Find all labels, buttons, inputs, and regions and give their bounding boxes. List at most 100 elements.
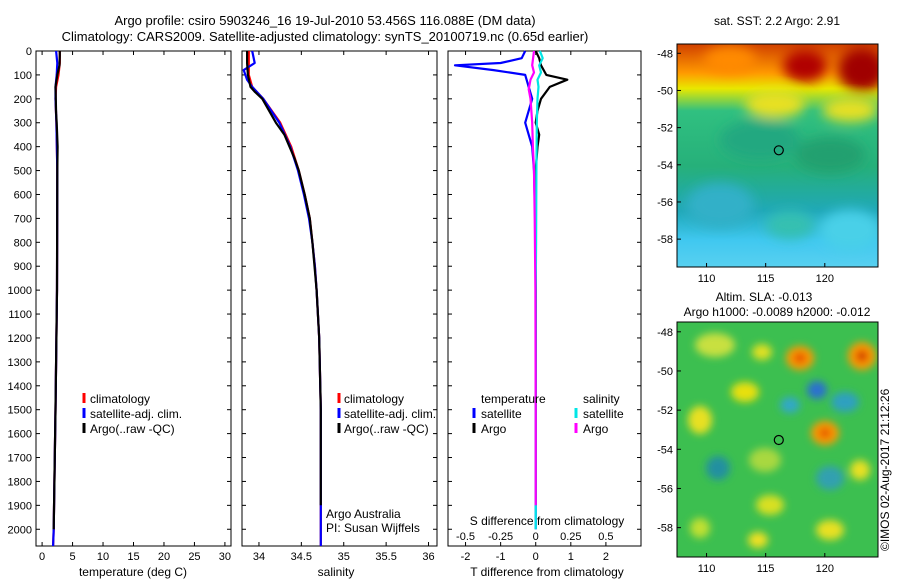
legend-label-satellite: satellite-adj. clim. (344, 407, 436, 421)
argo-pi: PI: Susan Wijffels (326, 521, 420, 535)
y-tick-label: 1700 (8, 453, 32, 465)
map-y-tick-label: -48 (657, 48, 673, 60)
y-tick-label: 1900 (8, 500, 32, 512)
map-y-tick-label: -54 (657, 160, 673, 172)
sla-map: Altim. SLA: -0.013 Argo h1000: -0.0089 h… (657, 290, 879, 575)
sla-features (688, 333, 876, 548)
x-tick-label: -1 (496, 551, 506, 563)
temperature-panel: 0100200300400500600700800900100011001200… (8, 46, 232, 579)
sla-field (677, 322, 878, 557)
sla-map-axes: 110 115 120 -48 -50 -52 -54 -56 -58 (657, 327, 834, 575)
x-tick-label: 15 (127, 551, 139, 563)
legend-label-argo: Argo(..raw -QC) (344, 422, 429, 436)
map-y-tick-label: -52 (657, 123, 673, 135)
argo-position-marker (773, 434, 784, 446)
x-tick-label: 30 (219, 551, 231, 563)
y-tick-label: 300 (14, 118, 32, 130)
map-y-tick-label: -48 (657, 327, 673, 339)
x-tick-label: 35.5 (375, 551, 396, 563)
x-tick-label: 35 (338, 551, 350, 563)
y-tick-label: 1600 (8, 429, 32, 441)
x-tick-label: 0 (533, 551, 539, 563)
temperature-series (52, 50, 61, 547)
y-tick-label: 1800 (8, 476, 32, 488)
temperature-legend: climatology satellite-adj. clim. Argo(..… (82, 392, 182, 436)
y-tick-label: 500 (14, 166, 32, 178)
x-tick-label: 36 (422, 551, 434, 563)
difference-panel: -2 -1 0 1 2 -0.5 -0.25 0 0.25 0.5 S difference f… (447, 50, 642, 579)
map-y-tick-label: -56 (657, 197, 673, 209)
map-y-tick-label: -52 (657, 405, 673, 417)
difference-legend: temperature salinity satellite Argo sate… (472, 392, 624, 436)
map-y-tick-label: -54 (657, 444, 673, 456)
depth-axis: 0 100 200 300 400 500 600 700 800 900 1000 1100 1200… (8, 46, 231, 536)
x-tick-label: 1 (568, 551, 574, 563)
map-x-tick-label: 120 (816, 563, 834, 575)
temperature-x-axis: 0 5 10 15 20 25 30 (39, 51, 231, 563)
difference-axes-frame (447, 50, 642, 547)
s-difference-label: S difference from climatology (470, 514, 625, 528)
y-tick-label: 600 (14, 189, 32, 201)
y-tick-label: 800 (14, 237, 32, 249)
salinity-legend: climatology satellite-adj. clim. Argo(..… (337, 392, 436, 436)
x-tick-label: 34.5 (291, 551, 312, 563)
x-tick-label: 5 (70, 551, 76, 563)
y-tick-label: 1200 (8, 333, 32, 345)
map-y-tick-label: -58 (657, 523, 673, 535)
series-line-argo-raw-qc- (246, 51, 322, 506)
x-tick-label: 34 (253, 551, 265, 563)
x-tick-label: 2 (603, 551, 609, 563)
legend-label-temp-argo: Argo (481, 422, 507, 436)
y-tick-label: 0 (26, 46, 32, 58)
temperature-x-label: temperature (deg C) (79, 565, 187, 579)
x-tick-label: 0 (39, 551, 45, 563)
s-tick-label: 0.25 (560, 531, 581, 543)
y-tick-label: 1400 (8, 381, 32, 393)
x-tick-label: 25 (188, 551, 200, 563)
sst-map-title: sat. SST: 2.2 Argo: 2.91 (714, 14, 840, 28)
s-difference-x-axis: -0.5 -0.25 0 0.25 0.5 (456, 531, 613, 543)
argo-institution: Argo Australia (326, 507, 401, 521)
x-tick-label: -2 (461, 551, 471, 563)
salinity-x-axis: 34 34.5 35 35.5 36 (253, 51, 435, 563)
argo-position-marker (773, 145, 784, 156)
imos-timestamp-watermark: ©IMOS 02-Aug-2017 21:12:26 (878, 388, 892, 551)
salinity-axes-frame (241, 50, 438, 547)
sst-map-frame (676, 43, 879, 268)
map-y-tick-label: -50 (657, 366, 673, 378)
salinity-panel: 34 34.5 35 35.5 36 salinity climatology sate… (241, 50, 438, 579)
t-difference-label: T difference from climatology (470, 565, 624, 579)
t-difference-x-axis: -2 -1 0 1 2 (461, 51, 609, 563)
sst-field (677, 44, 878, 267)
y-tick-label: 700 (14, 213, 32, 225)
difference-y-ticks (448, 50, 641, 530)
y-tick-label: 1100 (8, 309, 32, 321)
sla-map-title-line1: Altim. SLA: -0.013 (716, 290, 813, 304)
s-tick-label: -0.25 (488, 531, 513, 543)
map-x-tick-label: 110 (698, 273, 716, 285)
sla-background (677, 322, 878, 557)
s-tick-label: 0 (533, 531, 539, 543)
s-tick-label: -0.5 (456, 531, 475, 543)
legend-title-salinity: salinity (583, 392, 620, 406)
figure-title-line1: Argo profile: csiro 5903246_16 19-Jul-20… (114, 13, 535, 28)
legend-label-climatology: climatology (344, 392, 404, 406)
salinity-series (242, 50, 322, 546)
sst-features (686, 46, 878, 250)
map-x-tick-label: 110 (698, 563, 716, 575)
legend-title-temperature: temperature (481, 392, 546, 406)
sla-map-title-line2: Argo h1000: -0.0089 h2000: -0.012 (684, 305, 871, 319)
legend-label-sal-satellite: satellite (583, 407, 624, 421)
y-tick-label: 200 (14, 94, 32, 106)
map-y-tick-label: -56 (657, 483, 673, 495)
map-x-tick-label: 115 (757, 273, 775, 285)
temperature-axes-frame (35, 50, 232, 547)
map-x-tick-label: 115 (757, 563, 775, 575)
x-tick-label: 20 (158, 551, 170, 563)
salinity-x-label: salinity (318, 565, 355, 579)
series-line-salinity-argo (527, 50, 537, 506)
map-y-tick-label: -50 (657, 85, 673, 97)
map-x-tick-label: 120 (816, 273, 834, 285)
y-tick-label: 2000 (8, 524, 32, 536)
